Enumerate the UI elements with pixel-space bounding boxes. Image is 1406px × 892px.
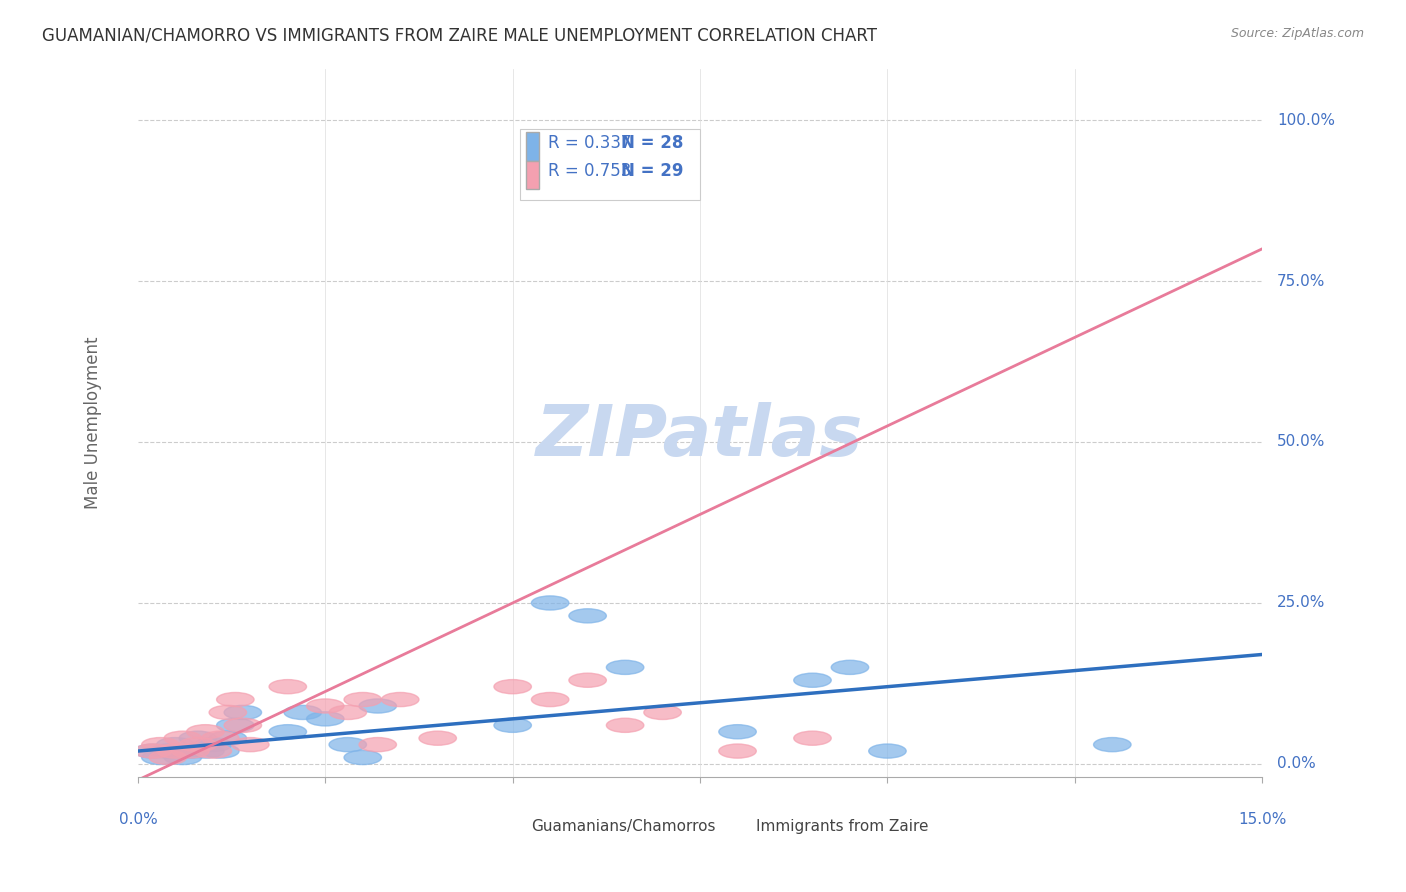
Ellipse shape bbox=[232, 738, 269, 752]
Ellipse shape bbox=[187, 724, 224, 739]
Text: ZIPatlas: ZIPatlas bbox=[536, 402, 863, 471]
FancyBboxPatch shape bbox=[706, 813, 734, 837]
Text: 0.0%: 0.0% bbox=[118, 813, 157, 827]
Ellipse shape bbox=[419, 731, 457, 746]
Ellipse shape bbox=[718, 724, 756, 739]
Ellipse shape bbox=[494, 718, 531, 732]
Ellipse shape bbox=[831, 660, 869, 674]
Ellipse shape bbox=[149, 744, 187, 758]
Ellipse shape bbox=[165, 750, 201, 764]
Ellipse shape bbox=[531, 692, 569, 706]
Ellipse shape bbox=[194, 744, 232, 758]
Ellipse shape bbox=[869, 744, 907, 758]
Ellipse shape bbox=[187, 744, 224, 758]
Text: N = 29: N = 29 bbox=[621, 162, 683, 180]
Text: 100.0%: 100.0% bbox=[1277, 112, 1336, 128]
Ellipse shape bbox=[269, 724, 307, 739]
Ellipse shape bbox=[794, 673, 831, 688]
Text: 75.0%: 75.0% bbox=[1277, 274, 1326, 288]
Ellipse shape bbox=[217, 692, 254, 706]
Ellipse shape bbox=[209, 731, 246, 746]
Text: 15.0%: 15.0% bbox=[1239, 813, 1286, 827]
Ellipse shape bbox=[142, 738, 179, 752]
Ellipse shape bbox=[606, 660, 644, 674]
Ellipse shape bbox=[156, 744, 194, 758]
Ellipse shape bbox=[307, 699, 344, 713]
Ellipse shape bbox=[172, 744, 209, 758]
Ellipse shape bbox=[269, 680, 307, 694]
Ellipse shape bbox=[718, 744, 756, 758]
Ellipse shape bbox=[217, 718, 254, 732]
Text: Guamanians/Chamorros: Guamanians/Chamorros bbox=[531, 819, 716, 834]
Text: Male Unemployment: Male Unemployment bbox=[84, 336, 101, 509]
Ellipse shape bbox=[606, 718, 644, 732]
Ellipse shape bbox=[494, 680, 531, 694]
Text: Source: ZipAtlas.com: Source: ZipAtlas.com bbox=[1230, 27, 1364, 40]
Ellipse shape bbox=[201, 744, 239, 758]
Ellipse shape bbox=[224, 706, 262, 720]
Ellipse shape bbox=[359, 738, 396, 752]
Ellipse shape bbox=[644, 706, 682, 720]
FancyBboxPatch shape bbox=[481, 813, 509, 837]
Ellipse shape bbox=[344, 692, 381, 706]
Ellipse shape bbox=[179, 731, 217, 746]
FancyBboxPatch shape bbox=[526, 132, 540, 161]
Ellipse shape bbox=[134, 744, 172, 758]
Ellipse shape bbox=[172, 744, 209, 758]
Ellipse shape bbox=[209, 706, 246, 720]
Ellipse shape bbox=[329, 738, 367, 752]
Ellipse shape bbox=[1094, 738, 1130, 752]
Ellipse shape bbox=[194, 738, 232, 752]
Ellipse shape bbox=[531, 596, 569, 610]
Ellipse shape bbox=[224, 718, 262, 732]
Ellipse shape bbox=[569, 673, 606, 688]
Text: R = 0.753: R = 0.753 bbox=[548, 162, 631, 180]
Text: R = 0.337: R = 0.337 bbox=[548, 134, 631, 152]
Ellipse shape bbox=[359, 699, 396, 713]
Ellipse shape bbox=[307, 712, 344, 726]
Ellipse shape bbox=[381, 692, 419, 706]
Ellipse shape bbox=[142, 750, 179, 764]
FancyBboxPatch shape bbox=[520, 128, 700, 200]
Ellipse shape bbox=[156, 738, 194, 752]
Text: 25.0%: 25.0% bbox=[1277, 596, 1326, 610]
Ellipse shape bbox=[344, 750, 381, 764]
Text: Immigrants from Zaire: Immigrants from Zaire bbox=[756, 819, 929, 834]
Text: 50.0%: 50.0% bbox=[1277, 434, 1326, 450]
Ellipse shape bbox=[179, 738, 217, 752]
Ellipse shape bbox=[794, 731, 831, 746]
Ellipse shape bbox=[149, 750, 187, 764]
Ellipse shape bbox=[284, 706, 322, 720]
Ellipse shape bbox=[569, 608, 606, 623]
Ellipse shape bbox=[329, 706, 367, 720]
Ellipse shape bbox=[165, 731, 201, 746]
Ellipse shape bbox=[134, 744, 172, 758]
Text: GUAMANIAN/CHAMORRO VS IMMIGRANTS FROM ZAIRE MALE UNEMPLOYMENT CORRELATION CHART: GUAMANIAN/CHAMORRO VS IMMIGRANTS FROM ZA… bbox=[42, 27, 877, 45]
FancyBboxPatch shape bbox=[526, 161, 540, 189]
Ellipse shape bbox=[201, 731, 239, 746]
Text: N = 28: N = 28 bbox=[621, 134, 683, 152]
Text: 0.0%: 0.0% bbox=[1277, 756, 1316, 772]
